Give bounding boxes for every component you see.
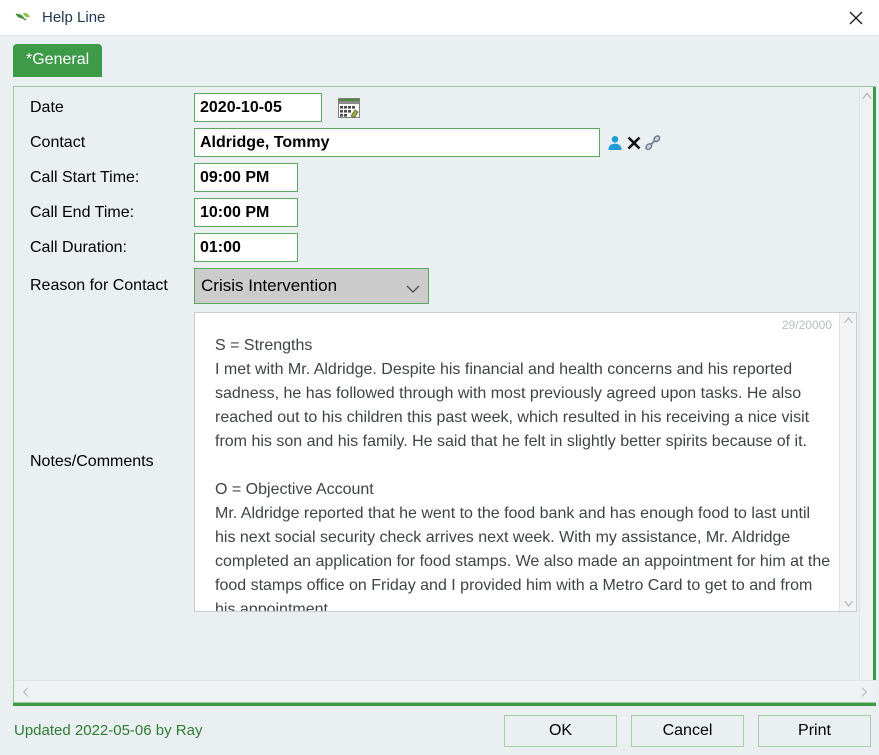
call-duration-label: Call Duration: [30,238,127,256]
contact-actions [606,134,662,152]
cancel-button[interactable]: Cancel [631,714,744,747]
contact-label: Contact [30,133,86,151]
date-input[interactable] [194,93,322,122]
row-call-start-time: Call Start Time: [17,163,859,192]
call-start-time-input[interactable] [194,163,298,192]
notes-vertical-scrollbar[interactable] [839,313,856,611]
scroll-right-icon [862,686,868,697]
scroll-left-icon [22,686,28,697]
close-icon[interactable] [833,0,879,35]
leaf-icon [14,9,32,27]
notes-box: 29/20000 S = Strengths I met with Mr. Al… [194,312,857,612]
row-date: Date [17,93,859,122]
link-icon[interactable] [644,134,662,152]
row-contact: Contact [17,128,859,157]
tab-strip: *General [0,36,879,78]
row-reason-for-contact: Reason for Contact Crisis Intervention [17,268,859,304]
dialog-window: *General Date [0,36,879,755]
tab-general[interactable]: *General [13,44,103,77]
row-notes: Notes/Comments 29/20000 S = Strengths I … [17,312,859,612]
scroll-down-icon [843,601,853,607]
pane-horizontal-scrollbar[interactable] [14,680,876,702]
ok-button[interactable]: OK [504,714,617,747]
reason-for-contact-label: Reason for Contact [30,277,168,294]
contact-input[interactable] [194,128,600,157]
notes-textarea[interactable]: S = Strengths I met with Mr. Aldridge. D… [195,313,840,611]
title-bar: Help Line [0,0,879,36]
footer-bar: Updated 2022-05-06 by Ray OK Cancel Prin… [0,706,879,755]
scroll-up-icon [861,92,872,99]
row-call-end-time: Call End Time: [17,198,859,227]
row-call-duration: Call Duration: [17,233,859,262]
print-button[interactable]: Print [758,714,871,747]
date-label: Date [30,98,64,116]
window-title: Help Line [42,9,106,26]
person-icon[interactable] [606,134,624,152]
calendar-icon[interactable] [338,97,360,118]
remove-x-icon[interactable] [626,134,642,152]
pane-vertical-scrollbar[interactable] [859,87,876,680]
call-start-time-label: Call Start Time: [30,168,140,186]
form-content: Date [14,87,859,680]
call-end-time-input[interactable] [194,198,298,227]
notes-label: Notes/Comments [30,453,154,470]
scroll-up-icon [843,317,853,323]
call-duration-input[interactable] [194,233,298,262]
reason-for-contact-select-wrap: Crisis Intervention [194,268,429,304]
footer-buttons: OK Cancel Print [504,714,879,747]
call-end-time-label: Call End Time: [30,203,135,221]
form-pane: Date [13,86,876,703]
reason-for-contact-select[interactable]: Crisis Intervention [194,268,429,304]
updated-status: Updated 2022-05-06 by Ray [14,722,203,739]
accent-divider [13,703,876,706]
